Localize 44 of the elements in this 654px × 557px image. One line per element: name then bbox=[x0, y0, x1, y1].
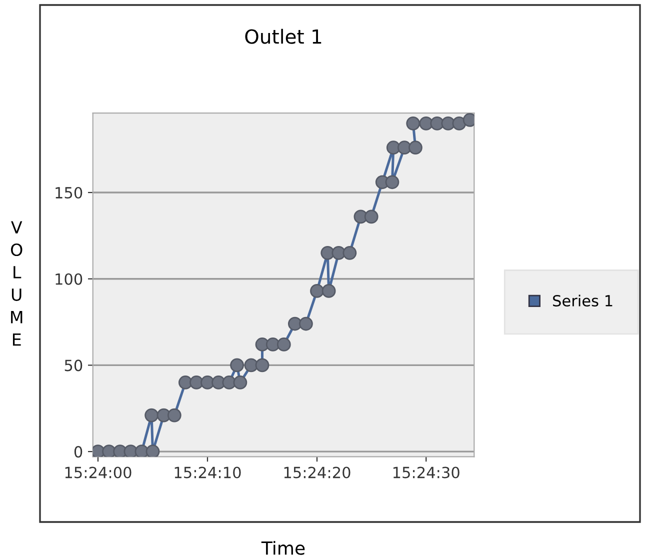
y-tick-label: 100 bbox=[56, 273, 82, 285]
chart-title: Outlet 1 bbox=[245, 28, 322, 44]
point bbox=[310, 284, 324, 298]
point bbox=[397, 140, 412, 155]
point bbox=[190, 376, 204, 390]
point bbox=[276, 338, 291, 352]
point bbox=[441, 116, 456, 130]
point bbox=[364, 210, 378, 224]
point bbox=[167, 408, 182, 422]
y-axis-title: VOLUME bbox=[10, 221, 22, 346]
y-tick-label: 0 bbox=[74, 446, 82, 458]
point bbox=[342, 246, 357, 260]
point bbox=[332, 246, 346, 260]
point bbox=[134, 444, 149, 457]
point bbox=[408, 140, 422, 155]
y-tick-label: 150 bbox=[56, 186, 82, 199]
point bbox=[124, 444, 138, 457]
point bbox=[230, 358, 244, 372]
x-tick-label: 15:24:00 bbox=[65, 466, 132, 478]
point bbox=[386, 140, 400, 155]
point bbox=[419, 116, 434, 130]
point bbox=[200, 376, 214, 390]
point bbox=[452, 116, 466, 130]
point bbox=[233, 376, 248, 390]
point bbox=[244, 358, 258, 372]
point bbox=[255, 358, 270, 372]
x-tick-label: 15:24:20 bbox=[284, 466, 350, 478]
point bbox=[430, 116, 444, 130]
point bbox=[322, 284, 336, 298]
x-tick-label: 15:24:10 bbox=[174, 466, 241, 478]
point bbox=[320, 246, 335, 260]
point bbox=[144, 408, 158, 422]
point bbox=[222, 376, 236, 390]
point bbox=[178, 376, 192, 390]
line-series bbox=[92, 113, 474, 457]
point bbox=[266, 338, 280, 352]
legend-label: Series 1 bbox=[553, 294, 612, 307]
x-axis-title: Time bbox=[261, 540, 305, 555]
point bbox=[299, 316, 313, 331]
point bbox=[406, 116, 420, 130]
x-tick-label: 15:24:30 bbox=[393, 466, 460, 478]
point bbox=[146, 444, 160, 457]
y-tick-label: 50 bbox=[64, 360, 82, 372]
point bbox=[385, 175, 400, 190]
